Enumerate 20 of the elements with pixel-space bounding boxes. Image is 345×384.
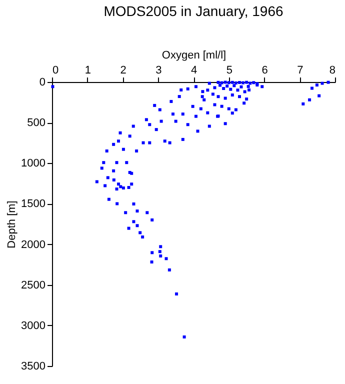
y-tick-label: 1500 xyxy=(21,198,46,210)
x-tick-label: 6 xyxy=(262,64,268,76)
y-axis-title: Depth [m] xyxy=(6,200,18,248)
y-tick-label: 2500 xyxy=(21,279,46,292)
x-tick-label: 8 xyxy=(329,64,336,76)
x-axis-title: Oxygen [ml/l] xyxy=(162,50,226,62)
chart-title: MODS2005 in January, 1966 xyxy=(104,3,284,19)
y-tick-label: 3000 xyxy=(21,320,46,332)
x-tick-label: 5 xyxy=(226,64,232,76)
x-tick-label: 7 xyxy=(297,64,304,76)
x-tick-label: 4 xyxy=(190,64,198,76)
y-tick-label: 3500 xyxy=(21,360,46,372)
y-tick-label: 500 xyxy=(27,117,46,130)
y-tick-label: 1000 xyxy=(21,158,46,170)
x-tick-label: 2 xyxy=(120,64,126,76)
x-tick-label: 3 xyxy=(156,64,162,76)
x-tick-label: 1 xyxy=(84,64,91,76)
x-tick-label: 0 xyxy=(52,64,59,76)
y-tick-label: 2000 xyxy=(21,238,46,251)
y-tick-label: 0 xyxy=(39,76,46,88)
